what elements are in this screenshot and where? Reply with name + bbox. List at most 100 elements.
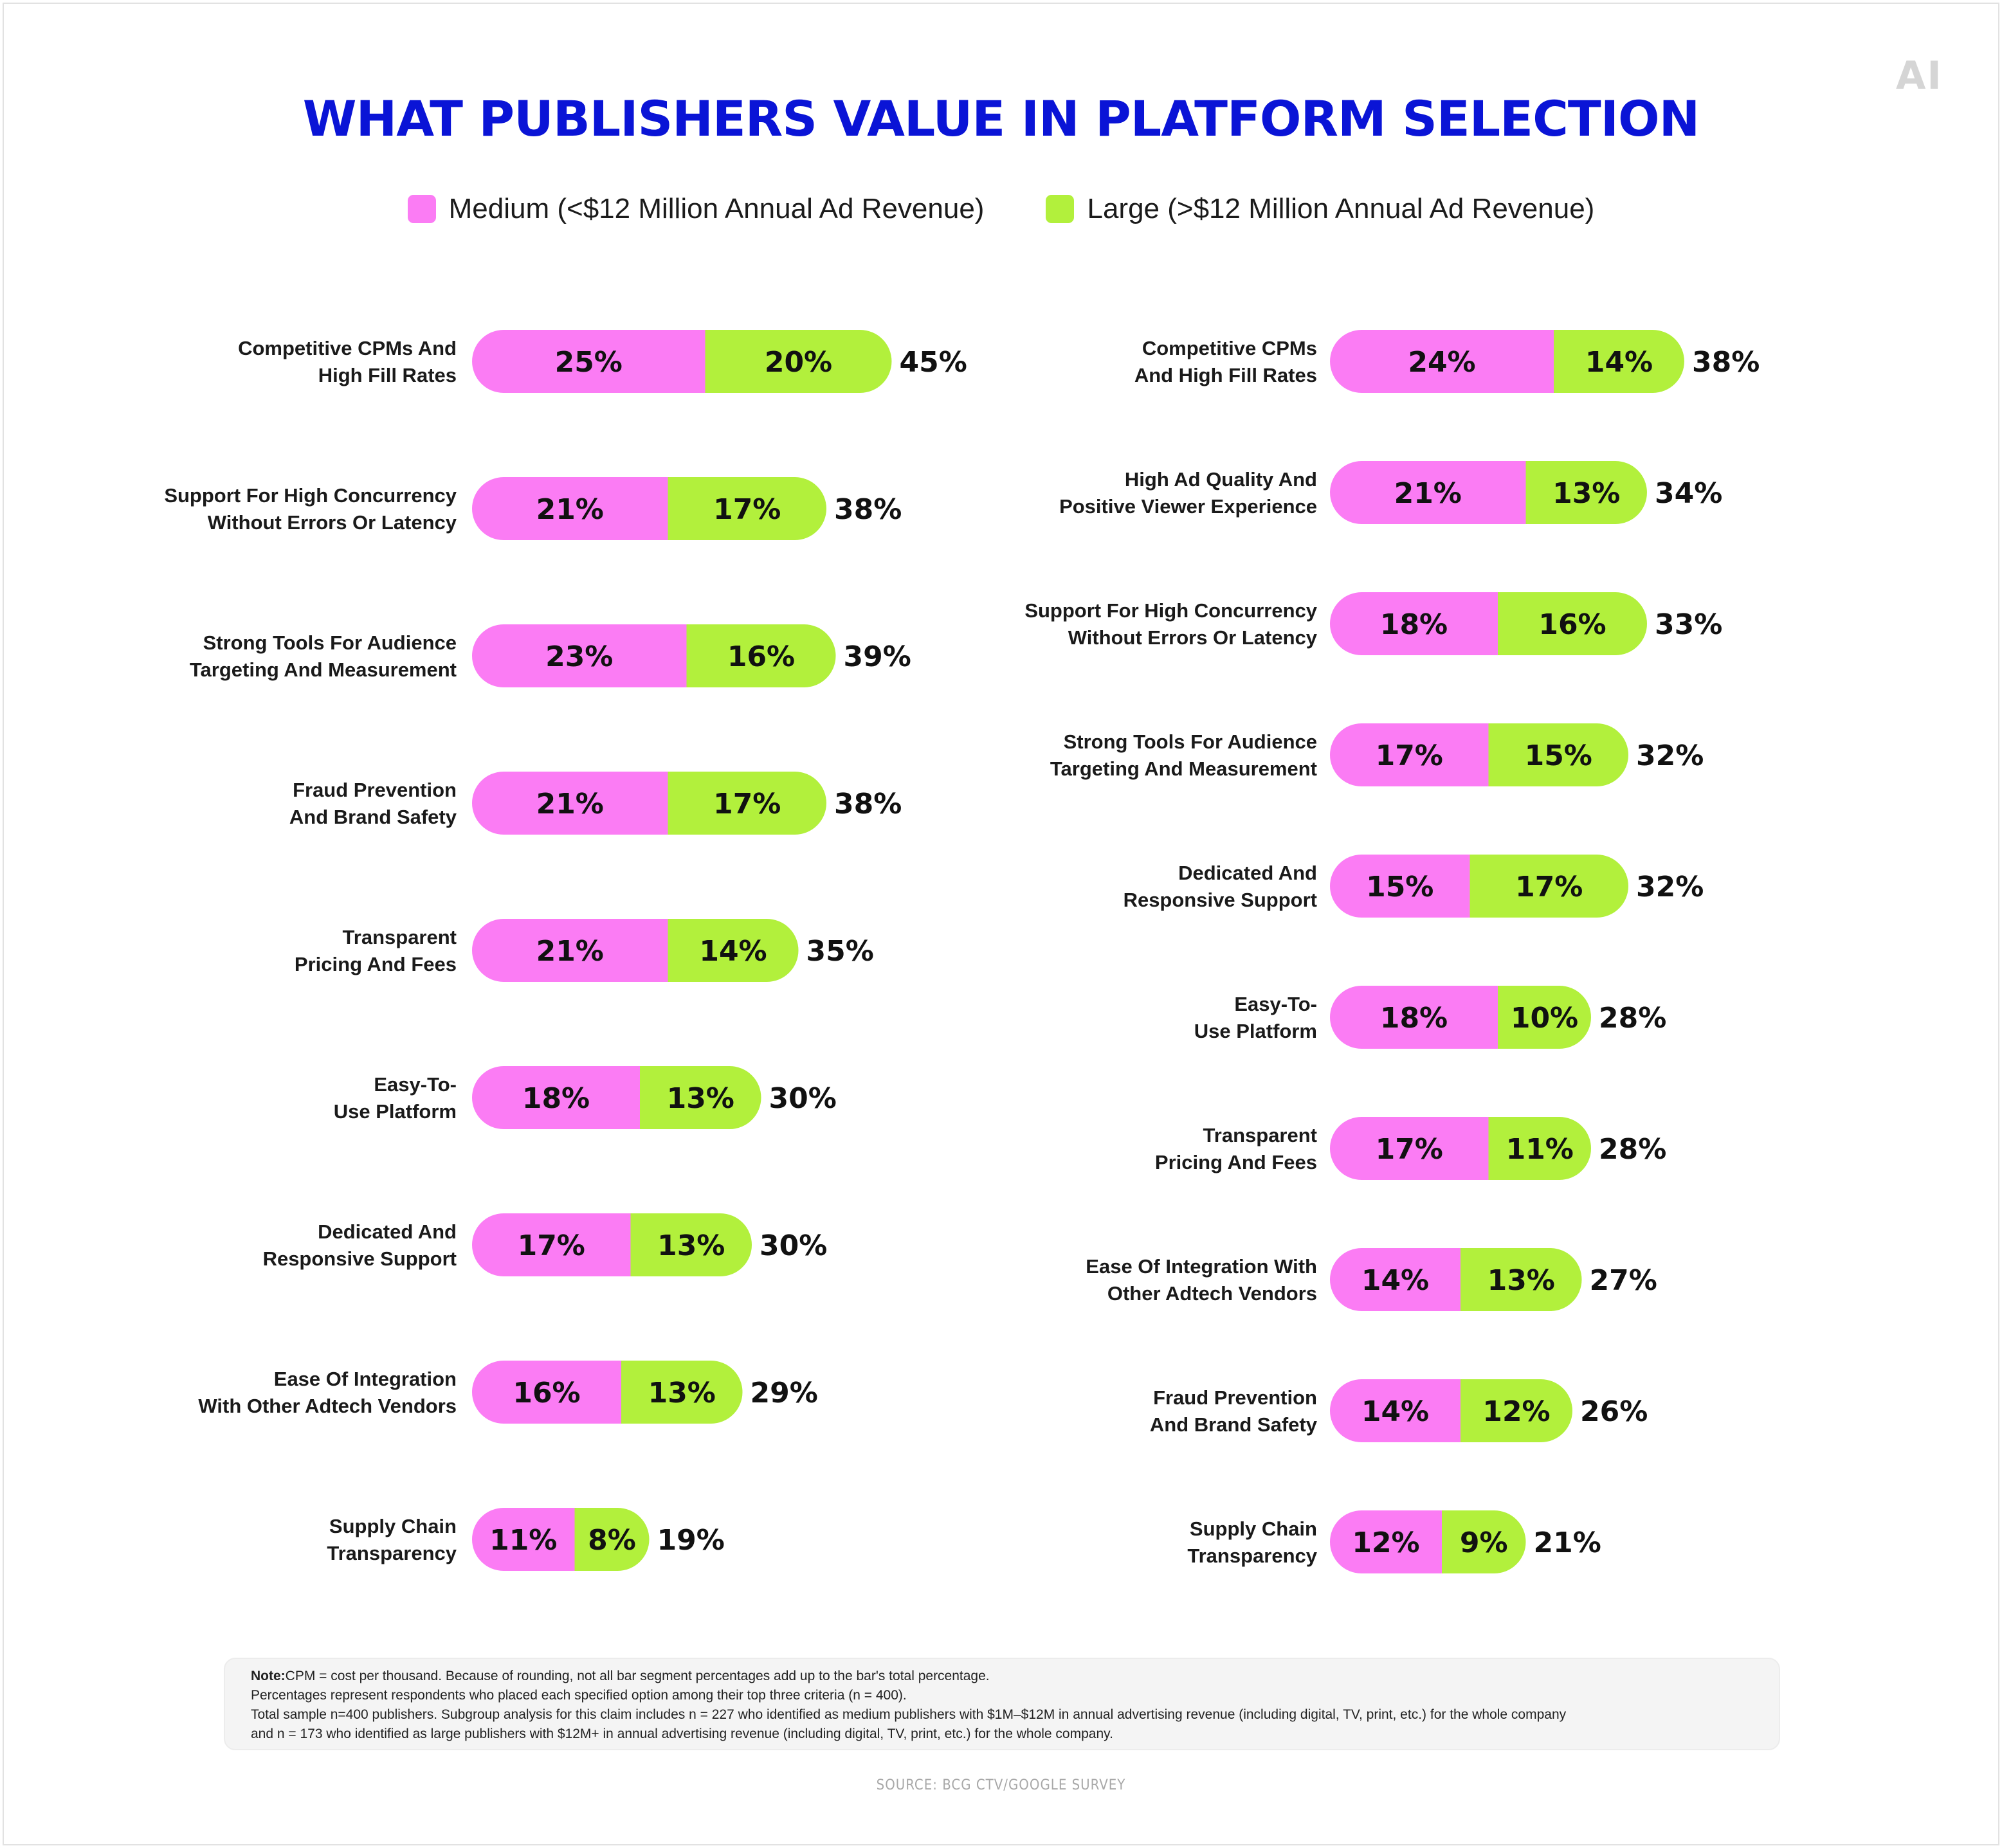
category-label-right-3-line-0: Strong Tools For Audience: [1064, 730, 1317, 753]
data-label-total-right-2: 33%: [1655, 608, 1722, 641]
data-label-large-left-0: 20%: [765, 346, 832, 379]
bar-large-right-8: [1461, 1379, 1572, 1442]
bar-medium-right-4: [1330, 855, 1470, 918]
bar-medium-right-3: [1330, 723, 1489, 786]
data-label-large-left-3: 17%: [713, 788, 781, 820]
category-label-left-8-line-1: Transparency: [327, 1542, 457, 1564]
data-label-large-left-7: 13%: [648, 1377, 716, 1409]
bar-medium-left-6: [472, 1213, 631, 1276]
data-label-large-right-5: 10%: [1511, 1002, 1578, 1035]
data-label-total-left-7: 29%: [751, 1377, 818, 1409]
legend: Medium (<$12 Million Annual Ad Revenue) …: [0, 193, 2002, 225]
data-label-total-right-8: 26%: [1580, 1395, 1648, 1428]
category-label-left-0-line-0: Competitive CPMs And: [238, 337, 457, 359]
bar-large-right-0: [1554, 330, 1684, 393]
data-label-total-right-7: 27%: [1590, 1264, 1657, 1297]
category-label-right-2-line-1: Without Errors Or Latency: [1068, 626, 1318, 649]
category-label-left-5-line-1: Use Platform: [334, 1100, 457, 1123]
data-label-total-left-5: 30%: [769, 1082, 837, 1115]
category-label-right-1-line-0: High Ad Quality And: [1125, 468, 1317, 491]
legend-label-medium: Medium (<$12 Million Annual Ad Revenue): [448, 193, 985, 224]
bar-medium-right-8: [1330, 1379, 1461, 1442]
category-label-right-0-line-1: And High Fill Rates: [1134, 364, 1317, 386]
category-label-right-1-line-1: Positive Viewer Experience: [1059, 495, 1317, 518]
data-label-medium-left-6: 17%: [518, 1229, 585, 1262]
data-label-large-left-5: 13%: [667, 1082, 734, 1115]
category-label-left-5-line-0: Easy-To-: [374, 1073, 457, 1096]
category-label-right-2-line-0: Support For High Concurrency: [1024, 599, 1317, 622]
category-label-left-8-line-0: Supply Chain: [329, 1515, 457, 1537]
bar-medium-left-5: [472, 1066, 640, 1129]
data-label-medium-right-9: 12%: [1352, 1526, 1419, 1559]
data-label-large-right-3: 15%: [1525, 739, 1592, 772]
data-label-total-left-6: 30%: [760, 1229, 827, 1262]
category-label-right-7-line-1: Other Adtech Vendors: [1107, 1282, 1317, 1305]
bar-medium-right-1: [1330, 461, 1526, 524]
data-label-total-left-0: 45%: [900, 346, 967, 379]
data-label-large-left-1: 17%: [713, 493, 781, 526]
note-line-4: and n = 173 who identified as large publ…: [251, 1726, 1113, 1741]
category-label-left-1-line-0: Support For High Concurrency: [164, 484, 457, 507]
bar-medium-right-6: [1330, 1117, 1489, 1180]
data-label-medium-left-8: 11%: [489, 1524, 557, 1557]
data-label-large-right-0: 14%: [1585, 346, 1653, 379]
data-label-large-right-8: 12%: [1482, 1395, 1550, 1428]
legend-swatch-large: [1046, 195, 1075, 223]
category-label-right-9-line-1: Transparency: [1187, 1545, 1317, 1567]
data-label-medium-left-7: 16%: [513, 1377, 580, 1409]
data-label-total-right-1: 34%: [1655, 477, 1722, 510]
bar-large-right-2: [1498, 592, 1647, 655]
bar-large-left-2: [686, 624, 836, 687]
data-label-total-right-5: 28%: [1599, 1002, 1666, 1035]
category-label-left-4-line-0: Transparent: [343, 926, 457, 948]
bar-medium-left-2: [472, 624, 687, 687]
bar-medium-left-3: [472, 772, 668, 835]
category-label-left-3-line-1: And Brand Safety: [289, 806, 457, 828]
data-label-medium-right-4: 15%: [1366, 871, 1433, 903]
bar-large-right-6: [1488, 1117, 1591, 1180]
category-label-left-3-line-0: Fraud Prevention: [293, 779, 457, 801]
bar-large-left-7: [621, 1361, 743, 1424]
data-label-medium-right-7: 14%: [1361, 1264, 1429, 1297]
bar-medium-left-1: [472, 477, 668, 540]
legend-item-large: Large (>$12 Million Annual Ad Revenue): [1046, 193, 1594, 225]
bar-medium-right-2: [1330, 592, 1498, 655]
data-label-total-left-8: 19%: [657, 1524, 725, 1557]
category-label-right-4-line-1: Responsive Support: [1124, 889, 1317, 911]
data-label-medium-right-1: 21%: [1394, 477, 1462, 510]
category-label-right-9-line-0: Supply Chain: [1190, 1517, 1317, 1540]
data-label-total-left-4: 35%: [806, 935, 874, 968]
note-text-1: CPM = cost per thousand. Because of roun…: [285, 1669, 990, 1683]
category-label-right-8-line-0: Fraud Prevention: [1153, 1386, 1317, 1409]
bar-medium-left-4: [472, 919, 668, 982]
data-label-medium-right-8: 14%: [1361, 1395, 1429, 1428]
bar-medium-right-5: [1330, 986, 1498, 1049]
data-label-medium-right-0: 24%: [1408, 346, 1475, 379]
category-label-right-5-line-0: Easy-To-: [1234, 993, 1317, 1015]
data-label-large-left-2: 16%: [727, 640, 795, 673]
category-label-right-0-line-0: Competitive CPMs: [1142, 337, 1317, 359]
data-label-medium-left-2: 23%: [545, 640, 613, 673]
data-label-large-right-7: 13%: [1488, 1264, 1555, 1297]
note-line-2: Percentages represent respondents who pl…: [251, 1688, 907, 1703]
category-label-left-0-line-1: High Fill Rates: [318, 364, 457, 386]
category-label-left-6-line-1: Responsive Support: [263, 1247, 457, 1270]
data-label-medium-left-5: 18%: [522, 1082, 590, 1115]
category-label-right-8-line-1: And Brand Safety: [1150, 1413, 1318, 1436]
data-label-large-left-4: 14%: [699, 935, 767, 968]
category-label-right-6-line-0: Transparent: [1203, 1124, 1317, 1146]
logo: AI: [1896, 53, 1943, 98]
data-label-total-right-6: 28%: [1599, 1133, 1666, 1166]
data-label-large-right-1: 13%: [1552, 477, 1620, 510]
category-label-right-6-line-1: Pricing And Fees: [1155, 1151, 1317, 1173]
bar-large-left-8: [574, 1508, 650, 1571]
bar-large-right-5: [1498, 986, 1591, 1049]
bar-medium-right-0: [1330, 330, 1554, 393]
data-label-medium-left-3: 21%: [536, 788, 604, 820]
bar-large-left-6: [630, 1213, 752, 1276]
data-label-medium-right-6: 17%: [1376, 1133, 1443, 1166]
note-line-1: Note:CPM = cost per thousand. Because of…: [251, 1667, 1753, 1686]
bar-large-left-4: [668, 919, 799, 982]
legend-label-large: Large (>$12 Million Annual Ad Revenue): [1087, 193, 1595, 224]
bar-large-left-5: [640, 1066, 761, 1129]
